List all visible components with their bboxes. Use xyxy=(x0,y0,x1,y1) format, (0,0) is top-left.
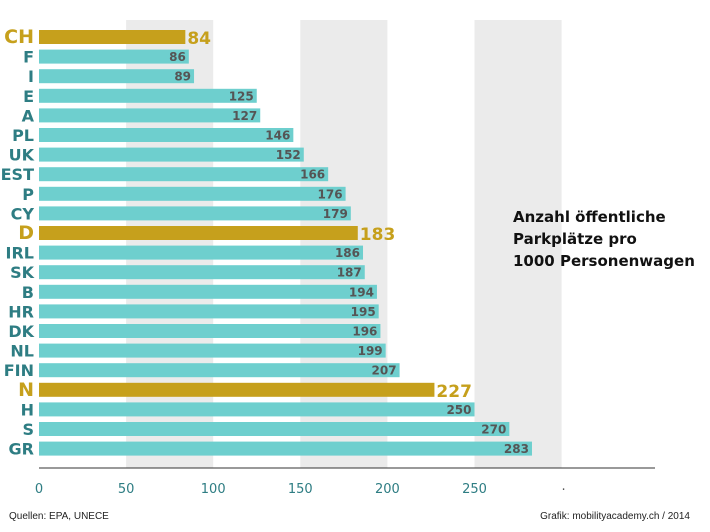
x-tick-250: 250 xyxy=(462,482,487,497)
value-label-a: 127 xyxy=(232,109,257,123)
category-label-hr: HR xyxy=(8,302,34,321)
bar-f xyxy=(39,49,189,64)
x-tick-labels: 0 50 100 150 200 250. xyxy=(35,479,566,497)
category-label-uk: UK xyxy=(9,146,35,165)
category-label-cy: CY xyxy=(11,204,35,223)
value-label-gr: 283 xyxy=(504,442,529,456)
x-tick-50: 50 xyxy=(118,482,135,497)
value-label-n: 227 xyxy=(436,382,472,402)
bar-est xyxy=(39,167,329,182)
value-label-d: 183 xyxy=(360,225,396,245)
bar-b xyxy=(39,284,377,299)
bar-irl xyxy=(39,245,364,260)
category-label-est: EST xyxy=(1,165,34,184)
bar-d xyxy=(39,226,358,240)
bar-ch xyxy=(39,30,186,44)
chart-title-line-1: Anzahl öffentliche xyxy=(513,208,666,226)
category-label-a: A xyxy=(22,106,35,125)
chart-title: Anzahl öffentliche Parkplätze pro 1000 P… xyxy=(513,206,703,272)
value-label-fin: 207 xyxy=(372,364,397,378)
value-label-nl: 199 xyxy=(358,344,383,358)
value-label-i: 89 xyxy=(174,70,191,84)
value-label-s: 270 xyxy=(481,423,506,437)
category-label-p: P xyxy=(22,185,34,204)
category-label-d: D xyxy=(18,222,34,244)
bar-gr xyxy=(39,441,532,456)
bar-sk xyxy=(39,265,365,280)
x-tick-100: 100 xyxy=(201,482,226,497)
bar-n xyxy=(39,382,435,397)
bar-fin xyxy=(39,363,400,378)
category-label-i: I xyxy=(28,67,34,86)
bar-dk xyxy=(39,324,381,338)
category-label-e: E xyxy=(23,87,34,106)
bar-s xyxy=(39,422,510,436)
value-label-uk: 152 xyxy=(276,148,301,162)
value-label-hr: 195 xyxy=(351,305,376,319)
value-label-est: 166 xyxy=(300,168,325,182)
value-label-dk: 196 xyxy=(352,325,377,339)
grid-bands xyxy=(126,20,562,468)
category-label-s: S xyxy=(22,420,34,439)
category-label-b: B xyxy=(22,283,34,302)
value-label-f: 86 xyxy=(169,50,186,64)
value-label-sk: 187 xyxy=(337,266,362,280)
category-label-sk: SK xyxy=(10,263,35,282)
bar-pl xyxy=(39,128,294,142)
value-label-e: 125 xyxy=(229,89,254,103)
value-label-ch: 84 xyxy=(187,29,211,49)
value-label-cy: 179 xyxy=(323,207,348,221)
bars xyxy=(39,30,532,456)
value-label-h: 250 xyxy=(446,403,471,417)
category-label-pl: PL xyxy=(12,126,34,145)
category-label-nl: NL xyxy=(10,342,34,361)
chart-title-line-3: 1000 Personenwagen xyxy=(513,252,695,270)
bar-i xyxy=(39,69,195,84)
bar-p xyxy=(39,186,346,201)
bar-hr xyxy=(39,304,379,319)
bar-e xyxy=(39,88,257,103)
bar-cy xyxy=(39,206,351,221)
category-label-ch: CH xyxy=(4,26,34,48)
chart-title-line-2: Parkplätze pro xyxy=(513,230,637,248)
value-label-b: 194 xyxy=(349,285,374,299)
category-label-n: N xyxy=(18,379,34,401)
value-label-irl: 186 xyxy=(335,246,360,260)
grid-band xyxy=(126,20,214,468)
x-tick-200: 200 xyxy=(375,482,400,497)
category-label-h: H xyxy=(21,400,34,419)
category-label-fin: FIN xyxy=(4,361,34,380)
category-label-dk: DK xyxy=(8,322,34,341)
bar-nl xyxy=(39,343,386,358)
credit-note: Grafik: mobilityacademy.ch / 2014 xyxy=(540,511,690,522)
x-tick-extra: . xyxy=(562,479,566,494)
grid-band xyxy=(474,20,562,468)
bar-uk xyxy=(39,147,304,162)
value-label-p: 176 xyxy=(318,187,343,201)
category-label-f: F xyxy=(23,48,34,67)
category-label-gr: GR xyxy=(9,440,34,459)
value-label-pl: 146 xyxy=(265,129,290,143)
bar-h xyxy=(39,402,475,417)
category-label-irl: IRL xyxy=(6,244,34,263)
x-tick-150: 150 xyxy=(288,482,313,497)
x-tick-0: 0 xyxy=(35,482,43,497)
source-note: Quellen: EPA, UNECE xyxy=(9,511,109,522)
bar-a xyxy=(39,108,261,123)
